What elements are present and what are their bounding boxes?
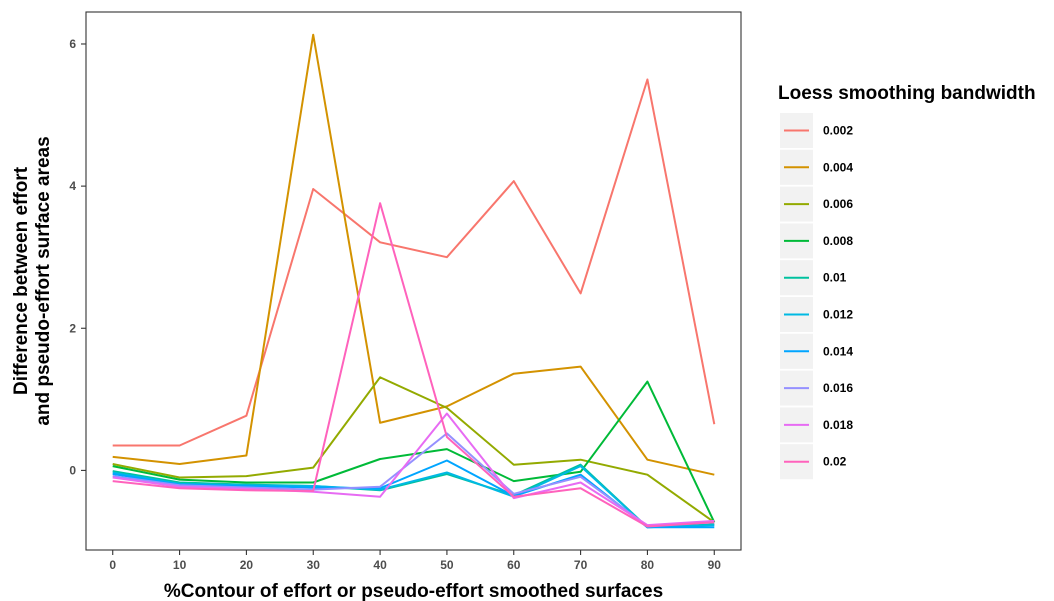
legend-label: 0.02 <box>823 455 847 469</box>
legend-label: 0.014 <box>823 344 853 358</box>
x-axis-title: %Contour of effort or pseudo-effort smoo… <box>164 581 663 601</box>
y-axis-title-line-1: Difference between effort <box>11 166 32 395</box>
legend-title: Loess smoothing bandwidth <box>778 83 1036 104</box>
x-tick-label: 40 <box>373 558 387 572</box>
x-tick-label: 10 <box>173 558 187 572</box>
x-tick-label: 90 <box>708 558 722 572</box>
x-tick-label: 0 <box>109 558 116 572</box>
legend-label: 0.004 <box>823 160 853 174</box>
legend-label: 0.008 <box>823 234 853 248</box>
x-tick-label: 30 <box>307 558 321 572</box>
legend-label: 0.006 <box>823 197 853 211</box>
y-tick-label: 6 <box>69 37 76 51</box>
x-tick-label: 20 <box>240 558 254 572</box>
x-tick-label: 60 <box>507 558 521 572</box>
y-tick-label: 4 <box>69 179 76 193</box>
legend-label: 0.002 <box>823 124 853 138</box>
x-tick-label: 80 <box>641 558 655 572</box>
legend-label: 0.01 <box>823 271 847 285</box>
y-axis-title-line-2: and pseudo-effort surface areas <box>33 136 54 425</box>
legend-label: 0.018 <box>823 418 853 432</box>
y-tick-label: 2 <box>69 321 76 335</box>
x-tick-label: 50 <box>440 558 454 572</box>
legend-label: 0.016 <box>823 381 853 395</box>
y-tick-label: 0 <box>69 463 76 477</box>
y-axis-title: Difference between effort and pseudo-eff… <box>11 136 54 425</box>
legend-label: 0.012 <box>823 308 853 322</box>
x-tick-label: 70 <box>574 558 588 572</box>
